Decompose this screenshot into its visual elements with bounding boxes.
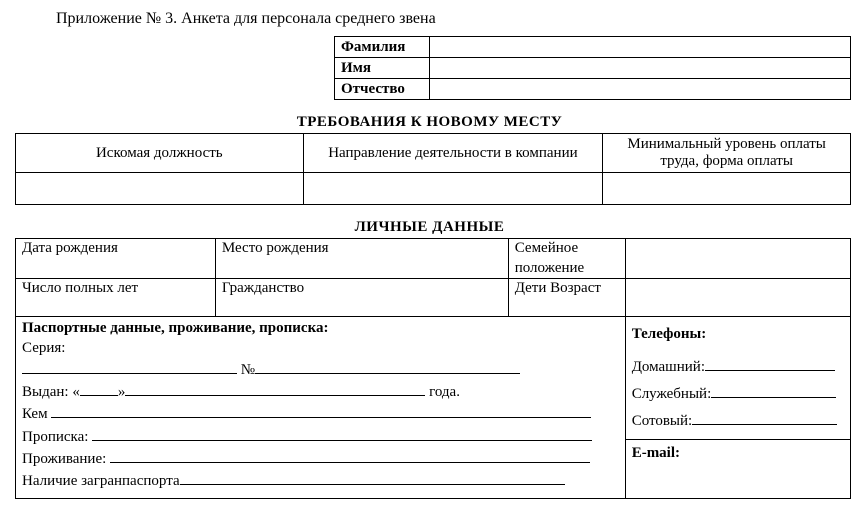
mobile-phone-label: Сотовый: [632,413,693,429]
citizenship-label: Гражданство [215,279,508,317]
req-col-position: Искомая должность [16,134,304,173]
home-phone-label: Домашний: [632,359,705,375]
passport-heading: Паспортные данные, проживание, прописка: [22,320,329,336]
marital-label: Семейное положение [508,239,625,279]
issued-month[interactable] [125,380,425,396]
issued-day[interactable] [80,380,118,396]
personal-heading: ЛИЧНЫЕ ДАННЫЕ [8,219,851,236]
req-col-direction: Направление деятельности в компании [303,134,603,173]
series-value[interactable] [22,358,237,374]
surname-label: Фамилия [335,37,430,58]
issued-by-value[interactable] [51,403,591,419]
surname-value[interactable] [430,37,851,58]
home-phone-value[interactable] [705,355,835,371]
req-val-position[interactable] [16,173,304,205]
requirements-table: Искомая должность Направление деятельнос… [15,133,851,205]
registration-label: Прописка: [22,429,88,445]
firstname-label: Имя [335,58,430,79]
document-title: Приложение № 3. Анкета для персонала сре… [56,10,851,28]
passport-cell: Паспортные данные, проживание, прописка:… [16,317,626,499]
series-label: Серия: [22,340,65,356]
number-label: № [241,362,255,378]
marital-value[interactable] [625,239,850,279]
children-label: Дети Возраст [508,279,625,317]
issued-label-3: года. [429,384,460,400]
firstname-value[interactable] [430,58,851,79]
years-label: Число полных лет [16,279,216,317]
phones-heading: Телефоны: [632,326,707,342]
birth-place-label: Место рождения [215,239,508,279]
req-val-salary[interactable] [603,173,851,205]
foreign-passport-value[interactable] [180,469,565,485]
patronymic-value[interactable] [430,79,851,100]
req-val-direction[interactable] [303,173,603,205]
registration-value[interactable] [92,425,592,441]
patronymic-label: Отчество [335,79,430,100]
requirements-heading: ТРЕБОВАНИЯ К НОВОМУ МЕСТУ [8,114,851,131]
issued-by-label: Кем [22,406,48,422]
name-table: Фамилия Имя Отчество [334,36,851,100]
email-heading: E-mail: [632,445,680,461]
children-value[interactable] [625,279,850,317]
contacts-cell: Телефоны: Домашний: Служебный: Сотовый: … [625,317,850,499]
number-value[interactable] [255,358,520,374]
work-phone-value[interactable] [711,382,836,398]
birth-date-label: Дата рождения [16,239,216,279]
work-phone-label: Служебный: [632,386,712,402]
residence-value[interactable] [110,447,590,463]
residence-label: Проживание: [22,451,106,467]
issued-label-1: Выдан: « [22,384,80,400]
req-col-salary: Минимальный уровень оплаты труда, форма … [603,134,851,173]
issued-label-2: » [118,384,126,400]
foreign-passport-label: Наличие загранпаспорта [22,473,180,489]
personal-table: Дата рождения Место рождения Семейное по… [15,238,851,499]
mobile-phone-value[interactable] [692,409,837,425]
